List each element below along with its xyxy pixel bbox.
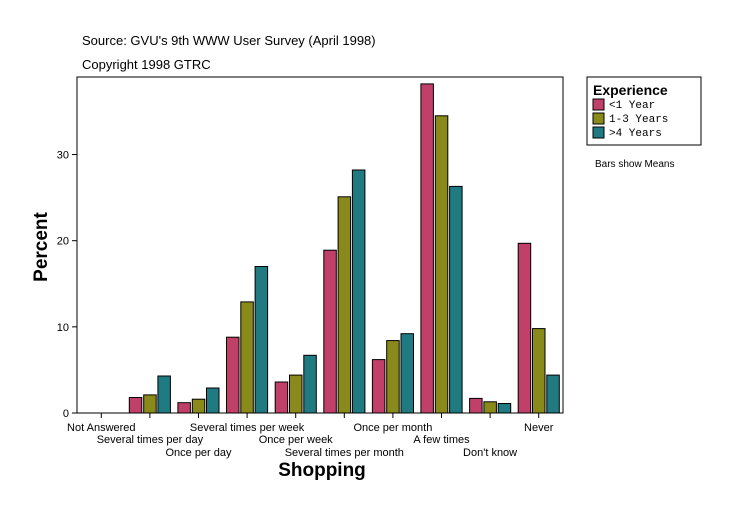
legend-swatch xyxy=(592,126,605,139)
x-tick-label: Don't know xyxy=(463,447,517,459)
plot-area xyxy=(76,76,564,414)
bars-note: Bars show Means xyxy=(595,159,674,170)
bar xyxy=(191,398,206,414)
bar xyxy=(371,359,386,414)
bar xyxy=(400,333,414,414)
x-tick-label: Once per month xyxy=(353,422,432,434)
x-tick-label: Several times per week xyxy=(190,422,305,434)
legend-label: >4 Years xyxy=(609,128,662,140)
x-tick-label: A few times xyxy=(413,434,470,446)
legend: Experience <1 Year 1-3 Years >4 Years xyxy=(586,76,702,146)
y-tick-label: 30 xyxy=(57,150,69,162)
legend-label: <1 Year xyxy=(609,100,655,112)
bars-group xyxy=(128,83,560,414)
x-tick-label: Several times per month xyxy=(285,447,404,459)
bar xyxy=(532,328,546,414)
bar xyxy=(483,401,497,414)
bar xyxy=(420,83,434,414)
bar xyxy=(289,374,303,414)
y-tick-label: 0 xyxy=(63,408,69,420)
y-tick-label: 20 xyxy=(57,236,69,248)
legend-swatch xyxy=(592,98,605,111)
bar xyxy=(337,196,352,414)
bar xyxy=(469,397,483,414)
legend-items: <1 Year 1-3 Years >4 Years xyxy=(592,98,668,140)
bar xyxy=(434,115,449,414)
bar xyxy=(546,374,560,414)
x-tick-label: Once per week xyxy=(259,434,333,446)
bar xyxy=(128,397,143,414)
bar xyxy=(351,169,366,414)
legend-swatch xyxy=(592,112,605,125)
bar xyxy=(449,185,463,414)
x-axis-label: Shopping xyxy=(278,460,366,481)
legend-box xyxy=(586,76,702,146)
source-line: Source: GVU's 9th WWW User Survey (April… xyxy=(82,33,376,48)
bar xyxy=(517,242,532,414)
x-tick-label: Once per day xyxy=(165,447,232,459)
bar xyxy=(386,340,400,414)
copyright-line: Copyright 1998 GTRC xyxy=(82,57,211,72)
x-tick-label: Never xyxy=(524,422,554,434)
y-axis-label: Percent xyxy=(31,211,52,281)
x-tick-label: Several times per day xyxy=(97,434,204,446)
bar xyxy=(323,249,337,414)
y-tick-label: 10 xyxy=(57,322,69,334)
bar xyxy=(206,387,220,414)
legend-title: Experience xyxy=(593,82,668,98)
bar xyxy=(143,394,157,414)
bar xyxy=(157,375,171,414)
bar xyxy=(177,402,191,414)
bar xyxy=(254,266,269,414)
bar xyxy=(226,336,240,414)
x-tick-label: Not Answered xyxy=(67,422,135,434)
bar xyxy=(240,301,254,414)
y-axis: 0 10 20 30 xyxy=(57,150,77,420)
bar xyxy=(303,354,317,414)
legend-label: 1-3 Years xyxy=(609,114,668,126)
bar xyxy=(274,381,289,414)
bar xyxy=(497,403,512,414)
